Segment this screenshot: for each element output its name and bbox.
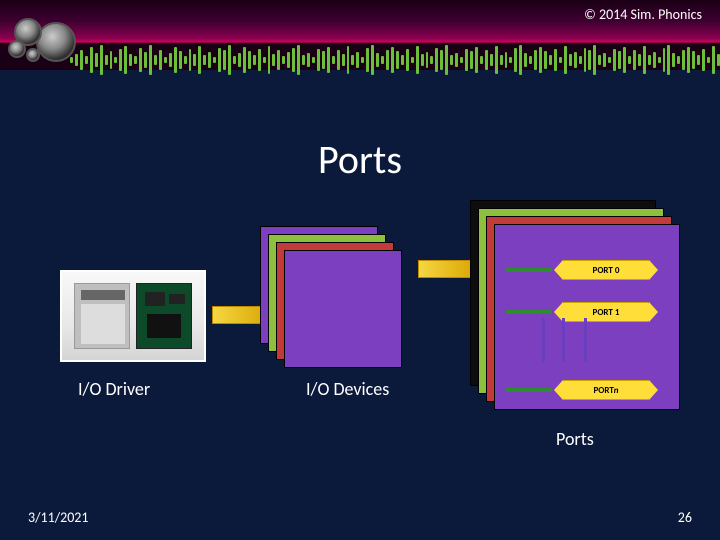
label-io-driver: I/O Driver <box>78 378 150 400</box>
diagram-area: PORT 0 PORT 1 PORT n I/O Driver I/O Device… <box>0 210 720 480</box>
footer-page-number: 26 <box>678 509 692 526</box>
hardware-board <box>136 283 192 349</box>
port-pill: PORT n <box>562 380 650 400</box>
label-ports: Ports <box>556 428 594 450</box>
arrow-devices-to-ports <box>418 260 478 278</box>
label-io-devices: I/O Devices <box>306 378 389 400</box>
port-pill: PORT 0 <box>562 260 650 280</box>
waveform-graphic <box>0 42 720 78</box>
copyright-text: © 2014 Sim. Phonics <box>584 6 702 23</box>
page-title: Ports <box>0 135 720 184</box>
io-devices-stack <box>260 226 410 376</box>
port-pill: PORT 1 <box>562 302 650 322</box>
ports-panel-stack <box>470 200 690 400</box>
footer-date: 3/11/2021 <box>28 509 88 526</box>
hardware-module <box>74 283 130 349</box>
header-banner: © 2014 Sim. Phonics <box>0 0 720 70</box>
io-driver-image <box>60 270 206 362</box>
